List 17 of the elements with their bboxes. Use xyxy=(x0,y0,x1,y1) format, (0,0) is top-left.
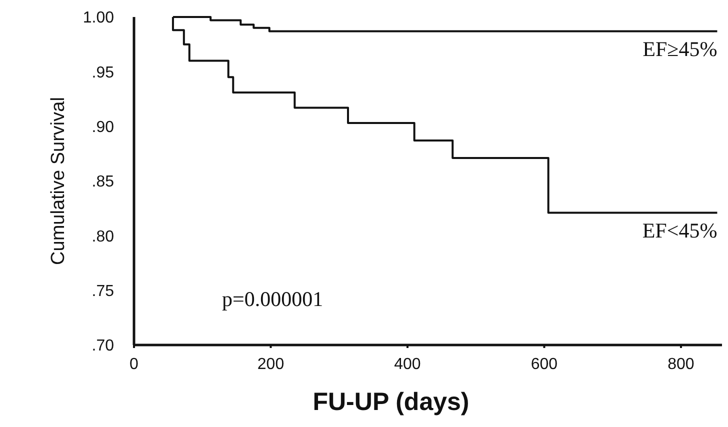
y-tick-label: .95 xyxy=(92,64,114,82)
y-tick-label: .70 xyxy=(92,338,114,355)
y-tick-label: .80 xyxy=(92,228,114,246)
series-label: EF<45% xyxy=(642,218,718,243)
y-tick-label: 1.00 xyxy=(82,10,114,27)
x-tick-label: 0 xyxy=(130,356,139,373)
x-tick-label: 200 xyxy=(257,356,284,373)
x-tick-label: 800 xyxy=(668,356,694,373)
x-tick-label: 600 xyxy=(530,356,558,373)
x-axis-title: FU-UP (days) xyxy=(312,388,470,416)
annotation: p=0.000001 xyxy=(222,287,324,311)
y-tick-label: .90 xyxy=(92,118,114,136)
series-label: EF≥45% xyxy=(642,37,718,62)
y-tick-label: .75 xyxy=(92,282,114,300)
x-tick-label: 400 xyxy=(394,356,421,373)
y-axis-title: Cumulative Survival xyxy=(48,97,69,265)
y-tick-label: .85 xyxy=(92,174,114,191)
